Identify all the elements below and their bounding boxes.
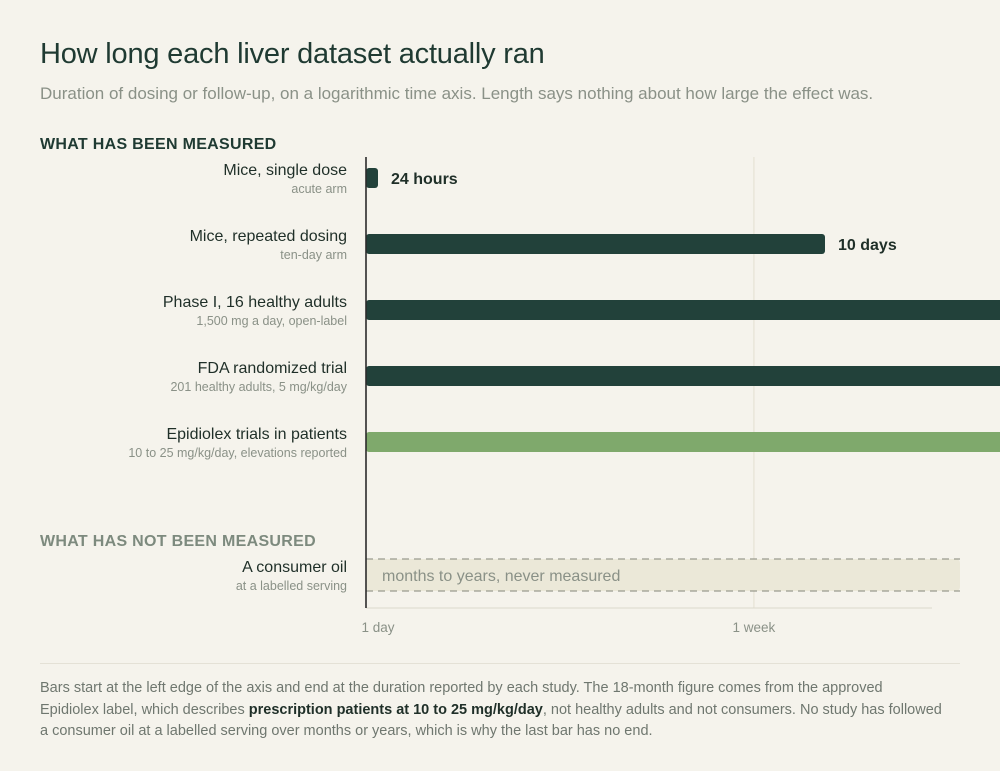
row-label: Mice, single dose xyxy=(223,162,347,179)
duration-bar xyxy=(366,432,1000,452)
footnote-text: Bars start at the left edge of the axis … xyxy=(40,680,883,718)
footnote-text-end: , not healthy adults and not consumers. … xyxy=(40,701,942,740)
footnote-divider xyxy=(40,663,960,664)
row-sublabel: ten-day arm xyxy=(280,248,347,262)
band-value-label: months to years, never measured xyxy=(382,568,620,585)
x-tick-label: 1 week xyxy=(733,620,776,635)
duration-bar xyxy=(366,234,825,254)
row-sublabel: 201 healthy adults, 5 mg/kg/day xyxy=(170,380,347,394)
chart-subtitle: Duration of dosing or follow-up, on a lo… xyxy=(40,84,874,103)
x-tick-label: 1 day xyxy=(361,620,394,635)
duration-bar xyxy=(366,168,378,188)
row-sublabel: 10 to 25 mg/kg/day, elevations reported xyxy=(128,446,347,460)
footnote: Bars start at the left edge of the axis … xyxy=(40,678,945,743)
duration-bar xyxy=(366,300,1000,320)
bar-value-label: 24 hours xyxy=(391,171,458,188)
section-heading-measured: WHAT HAS BEEN MEASURED xyxy=(40,136,277,153)
row-sublabel: at a labelled serving xyxy=(236,579,347,593)
duration-bar xyxy=(366,366,1000,386)
row-label: Mice, repeated dosing xyxy=(190,228,347,245)
footnote-emphasis: prescription patients at 10 to 25 mg/kg/… xyxy=(248,701,543,718)
bar-value-label: 10 days xyxy=(838,237,897,254)
row-label: A consumer oil xyxy=(242,559,347,576)
chart-title: How long each liver dataset actually ran xyxy=(40,38,545,70)
row-label: Epidiolex trials in patients xyxy=(166,426,347,443)
row-sublabel: 1,500 mg a day, open-label xyxy=(196,314,347,328)
row-sublabel: acute arm xyxy=(291,182,347,196)
unmeasured-band xyxy=(366,559,960,591)
row-label: Phase I, 16 healthy adults xyxy=(163,294,347,311)
section-heading-not-measured: WHAT HAS NOT BEEN MEASURED xyxy=(40,533,316,550)
row-label: FDA randomized trial xyxy=(198,360,347,377)
